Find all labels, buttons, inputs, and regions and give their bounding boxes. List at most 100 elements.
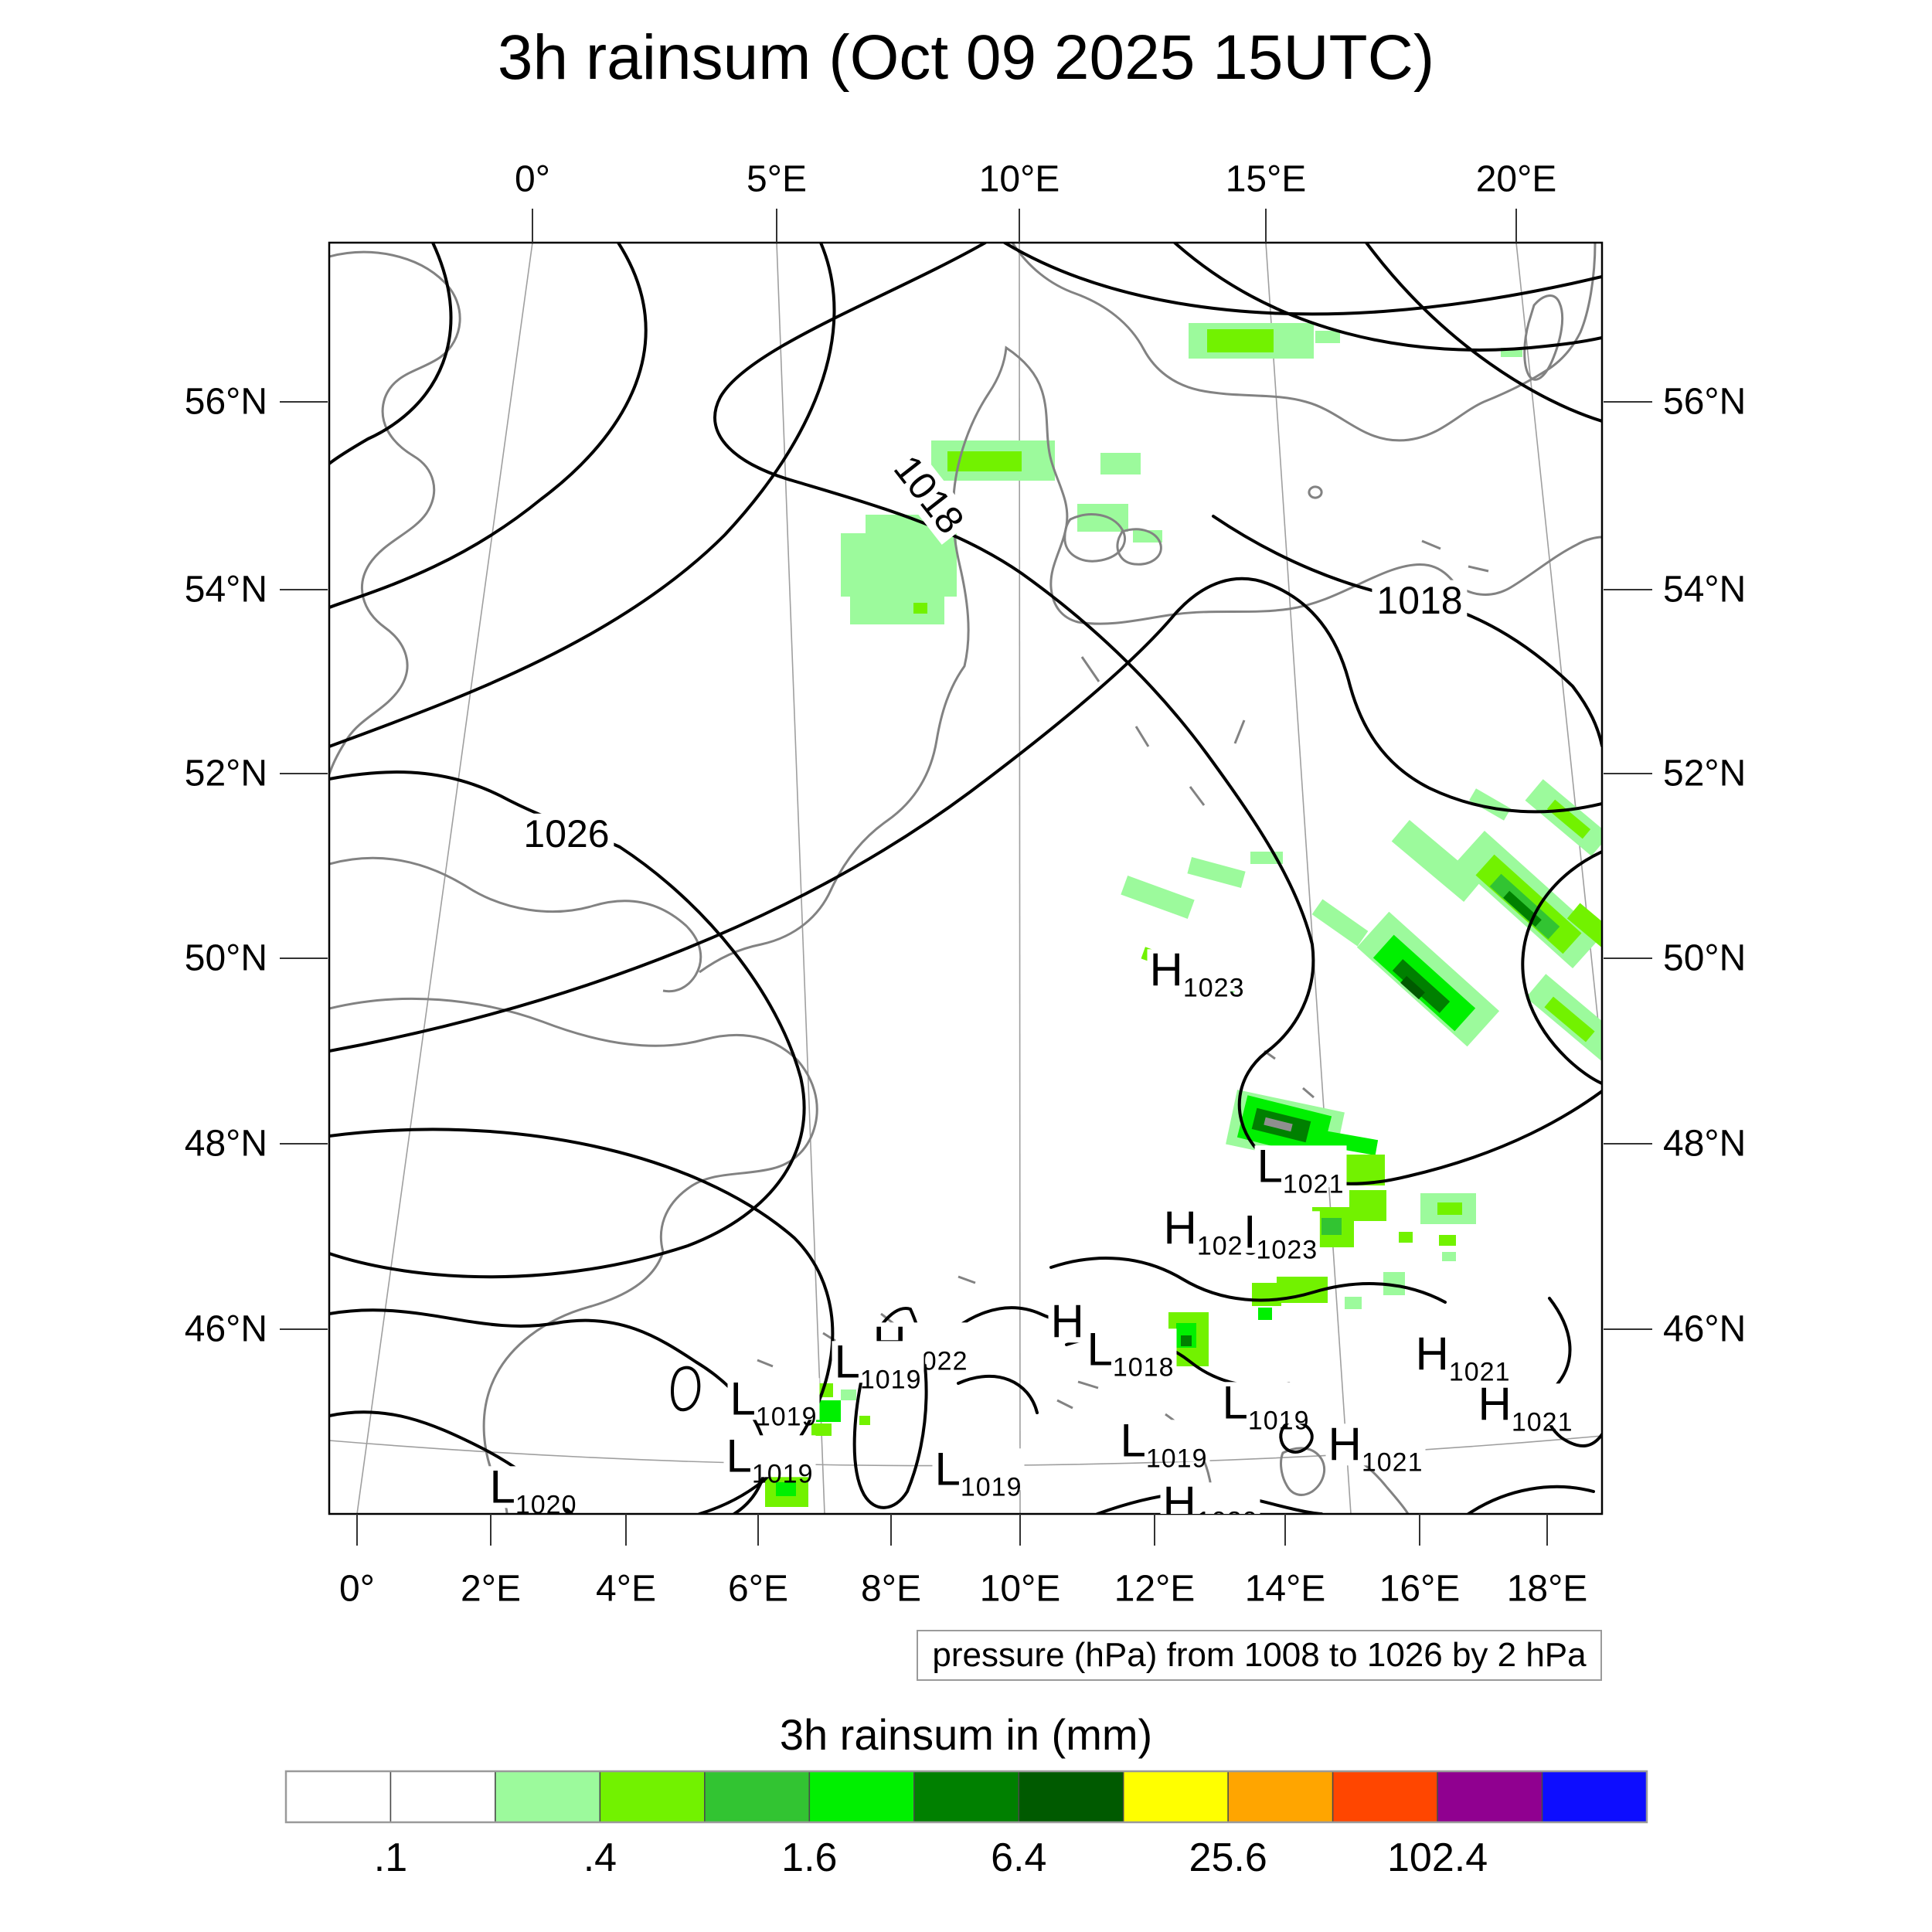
bottom-axis-tick-label: 8°E: [861, 1568, 921, 1610]
pressure-legend: pressure (hPa) from 1008 to 1026 by 2 hP…: [917, 1630, 1602, 1681]
pressure-center-label: H1021: [1475, 1381, 1576, 1436]
colorbar-tick-label: 102.4: [1386, 1835, 1488, 1880]
colorbar-cell: [389, 1770, 496, 1823]
colorbar-title: 3h rainsum in (mm): [779, 1710, 1153, 1759]
rain-cell: [1399, 1232, 1413, 1243]
top-axis-tick-label: 20°E: [1475, 158, 1557, 200]
pressure-center-label: L1019: [723, 1433, 816, 1488]
bottom-axis-tick-label: 14°E: [1244, 1568, 1326, 1610]
colorbar-cell: [1018, 1770, 1124, 1823]
pressure-center-value: 1020: [1196, 1507, 1258, 1514]
rain-cell: [1181, 1335, 1192, 1346]
pressure-center-label: L1021: [1254, 1143, 1347, 1198]
contour-label: 1026: [519, 814, 614, 855]
pressure-center-letter: L: [1120, 1414, 1146, 1467]
pressure-center-letter: L: [730, 1372, 756, 1425]
rain-cell: [1566, 903, 1602, 954]
rain-cell: [1544, 996, 1595, 1043]
pressure-center-label: H1020: [1160, 1480, 1260, 1514]
bottom-axis-tick-label: 10°E: [979, 1568, 1061, 1610]
rain-cell: [1315, 331, 1340, 343]
colorbar-tick-label: .1: [373, 1835, 408, 1880]
contour-label: 1018: [883, 444, 975, 545]
pressure-center-label: I1023: [1240, 1209, 1321, 1264]
pressure-center-value: 1021: [1511, 1407, 1573, 1437]
rain-cell: [1437, 1202, 1462, 1215]
rain-cell: [1258, 1308, 1272, 1320]
rain-patches: [765, 323, 1602, 1507]
pressure-center-value: 1019: [859, 1365, 922, 1395]
map-labels: 101810181026H1023L1021H1023I1023H1023L10…: [329, 243, 1602, 1514]
colorbar-tick-label: 6.4: [991, 1835, 1047, 1880]
rain-cell: [1207, 329, 1274, 352]
left-axis-tick-label: 54°N: [184, 569, 267, 611]
colorbar-cell: [599, 1770, 706, 1823]
colorbar-cell: [1122, 1770, 1229, 1823]
colorbar-cell: [285, 1770, 392, 1823]
rain-cell: [1321, 1218, 1342, 1235]
pressure-center-letter: L: [1087, 1323, 1113, 1376]
rain-cell: [1439, 1235, 1456, 1246]
top-axis-tick-label: 0°: [515, 158, 550, 200]
pressure-center-label: L1020: [487, 1464, 580, 1514]
pressure-center-label: L1019: [832, 1338, 924, 1393]
rain-cell: [1121, 876, 1195, 919]
rain-cell: [1392, 959, 1451, 1013]
rain-cell: [1100, 453, 1141, 474]
right-axis-tick-label: 52°N: [1663, 753, 1747, 794]
rain-cell: [1349, 1190, 1386, 1221]
rain-cell: [811, 1423, 832, 1436]
pressure-center-value: 1018: [1112, 1352, 1175, 1383]
pressure-center-value: 1019: [1145, 1444, 1208, 1474]
rain-cell: [1252, 1283, 1281, 1306]
chart-title: 3h rainsum (Oct 09 2025 15UTC): [497, 22, 1435, 93]
bottom-axis-tick-label: 16°E: [1379, 1568, 1461, 1610]
left-axis-tick-label: 46°N: [184, 1308, 267, 1350]
colorbar-cell: [1227, 1770, 1334, 1823]
rain-cell: [1345, 1297, 1362, 1309]
pressure-center-value: 1021: [1448, 1357, 1511, 1387]
rain-cell: [1264, 1117, 1293, 1132]
colorbar-cell: [1332, 1770, 1438, 1823]
rain-cell: [850, 573, 944, 624]
pressure-center-label: L1019: [932, 1446, 1025, 1501]
left-axis-tick-label: 50°N: [184, 937, 267, 979]
pressure-center-letter: H: [1163, 1202, 1197, 1254]
rain-cell: [841, 1389, 856, 1400]
bottom-axis-tick-label: 0°: [339, 1568, 375, 1610]
pressure-center-value: 1023: [1182, 973, 1245, 1003]
pressure-center-label: L1019: [727, 1376, 820, 1430]
rain-cell: [1312, 1129, 1379, 1155]
rain-cell: [1391, 820, 1482, 902]
pressure-center-value: 1023: [1256, 1235, 1318, 1265]
top-axis-tick-label: 5°E: [747, 158, 807, 200]
pressure-center-letter: H: [1328, 1418, 1362, 1471]
bottom-axis-tick-label: 12°E: [1114, 1568, 1196, 1610]
rain-cell: [1311, 899, 1369, 947]
pressure-center-letter: H: [1050, 1295, 1084, 1348]
map-frame: [328, 241, 1604, 1515]
colorbar-tick-label: 1.6: [781, 1835, 838, 1880]
pressure-center-letter: L: [1257, 1140, 1283, 1192]
colorbar-cell: [1437, 1770, 1543, 1823]
bottom-axis-tick-label: 18°E: [1506, 1568, 1588, 1610]
pressure-center-value: 1021: [1361, 1447, 1423, 1478]
pressure-center-letter: H: [1478, 1378, 1512, 1430]
colorbar-cell: [495, 1770, 601, 1823]
bottom-axis-tick-label: 2°E: [461, 1568, 521, 1610]
left-axis-tick-label: 52°N: [184, 753, 267, 794]
axis-ticks: [280, 209, 1652, 1546]
top-axis-tick-label: 10°E: [978, 158, 1060, 200]
pressure-center-label: H1021: [1325, 1421, 1426, 1476]
pressure-center-value: 1019: [751, 1459, 814, 1489]
pressure-center-value: 1019: [755, 1402, 818, 1432]
right-axis-tick-label: 54°N: [1663, 569, 1747, 611]
pressure-center-label: L1018: [1084, 1326, 1177, 1381]
pressure-center-letter: L: [726, 1430, 752, 1482]
rain-cell: [776, 1482, 796, 1496]
rain-cell: [913, 603, 927, 614]
rain-cell: [859, 1416, 870, 1425]
left-axis-tick-label: 48°N: [184, 1123, 267, 1165]
pressure-center-letter: L: [834, 1335, 860, 1388]
right-axis-tick-label: 48°N: [1663, 1123, 1747, 1165]
